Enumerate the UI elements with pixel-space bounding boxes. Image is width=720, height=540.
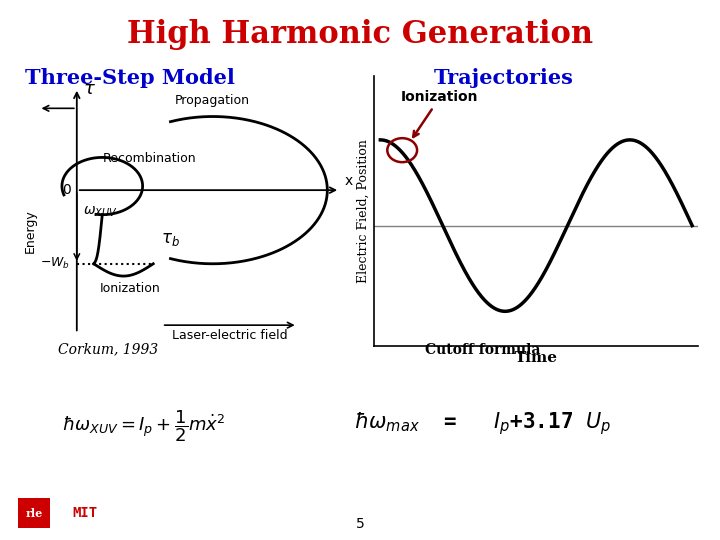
Text: $\tau_b$: $\tau_b$ [161, 231, 179, 248]
Text: 0: 0 [62, 183, 71, 197]
Text: 5: 5 [356, 517, 364, 531]
Text: Recombination: Recombination [102, 152, 196, 165]
Text: $-W_b$: $-W_b$ [40, 256, 71, 271]
Text: Ionization: Ionization [401, 90, 479, 137]
Text: High Harmonic Generation: High Harmonic Generation [127, 19, 593, 50]
X-axis label: Time: Time [515, 351, 558, 365]
Text: Three-Step Model: Three-Step Model [24, 68, 235, 87]
Text: $\hbar\omega_{XUV} = I_p + \dfrac{1}{2}m\dot{x}^2$: $\hbar\omega_{XUV} = I_p + \dfrac{1}{2}m… [63, 409, 225, 444]
Text: Propagation: Propagation [175, 94, 250, 107]
Text: Energy: Energy [24, 209, 37, 253]
Text: MIT: MIT [72, 507, 97, 521]
Text: $\tau$: $\tau$ [84, 80, 96, 98]
Text: $\omega_{XUV}$: $\omega_{XUV}$ [84, 205, 118, 219]
Text: rle: rle [26, 508, 42, 519]
Text: Laser-electric field: Laser-electric field [172, 329, 287, 342]
FancyBboxPatch shape [18, 498, 50, 528]
Text: Corkum, 1993: Corkum, 1993 [58, 343, 158, 357]
Text: $\hbar\omega_{max}$  =   $I_p$+3.17 $U_p$: $\hbar\omega_{max}$ = $I_p$+3.17 $U_p$ [354, 410, 611, 437]
Text: Trajectories: Trajectories [434, 68, 574, 87]
Text: x: x [344, 174, 353, 188]
Text: Ionization: Ionization [100, 282, 161, 295]
Y-axis label: Electric Field, Position: Electric Field, Position [357, 139, 370, 282]
Text: Cutoff formula: Cutoff formula [425, 343, 540, 357]
